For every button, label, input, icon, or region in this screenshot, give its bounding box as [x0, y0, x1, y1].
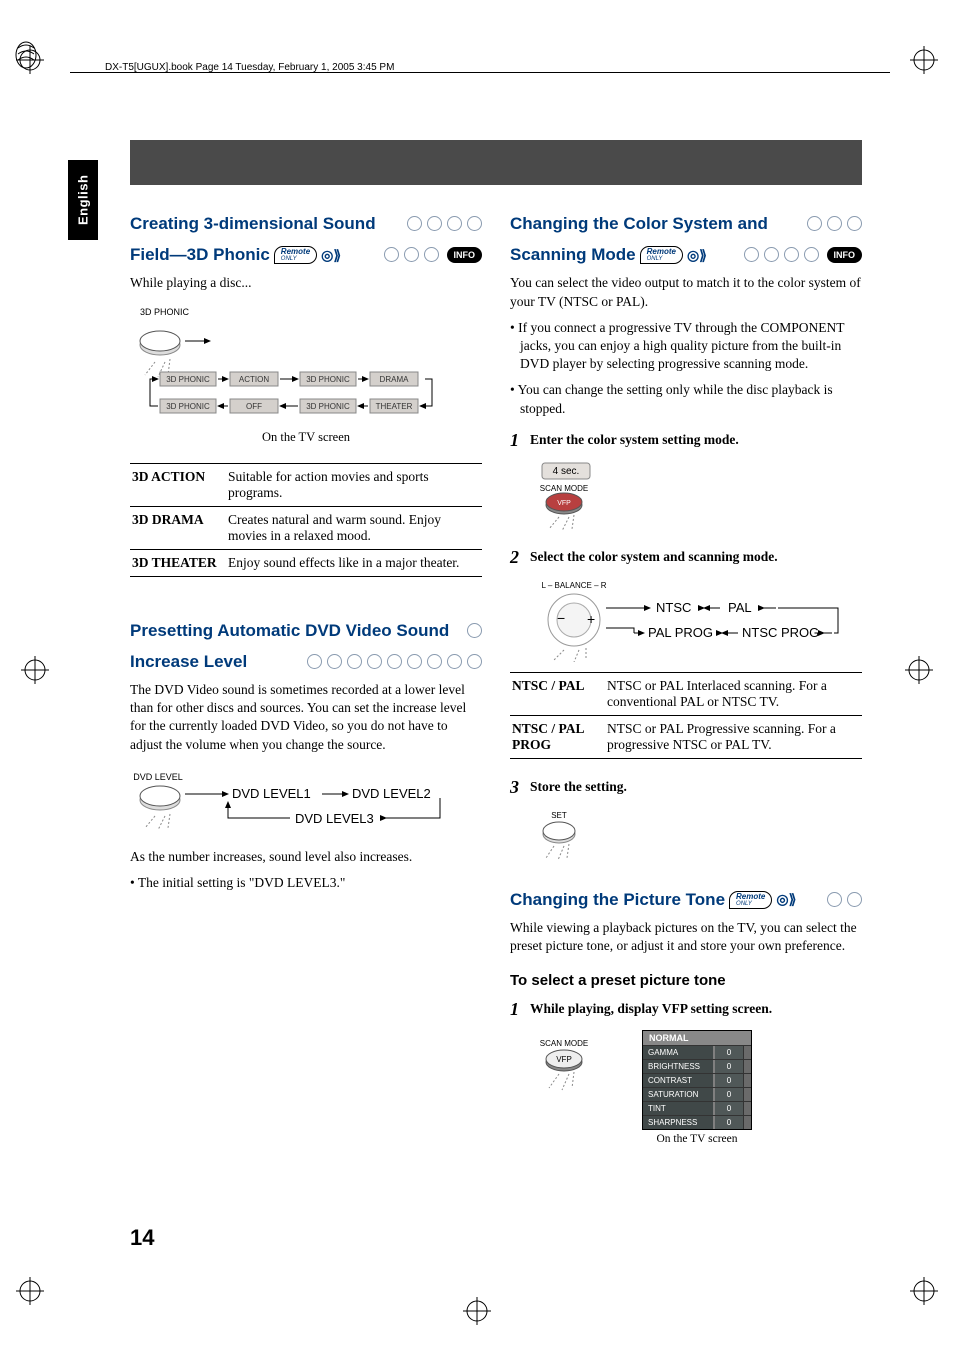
svg-text:VFP: VFP — [557, 500, 571, 507]
svg-text:PAL: PAL — [728, 600, 752, 615]
content-area: Creating 3-dimensional Sound Field—3D Ph… — [130, 210, 862, 1145]
picturetone-subhead: To select a preset picture tone — [510, 972, 862, 989]
crop-mark-br — [898, 1265, 938, 1305]
sec-dvdlevel-title: Presetting Automatic DVD Video Sound Inc… — [130, 617, 482, 675]
step-2: 2 Select the color system and scanning m… — [510, 547, 862, 568]
right-column: Changing the Color System and Scanning M… — [510, 210, 862, 1145]
svg-text:−: − — [557, 610, 565, 626]
svg-text:4 sec.: 4 sec. — [553, 466, 580, 477]
left-column: Creating 3-dimensional Sound Field—3D Ph… — [130, 210, 482, 1145]
disc-icon: ◎⟫ — [776, 888, 796, 910]
vfp-table: NORMAL GAMMA0 BRIGHTNESS0 CONTRAST0 SATU… — [642, 1030, 752, 1130]
svg-text:SCAN MODE: SCAN MODE — [540, 484, 588, 493]
svg-text:DVD LEVEL3: DVD LEVEL3 — [295, 811, 374, 826]
ptone-step-1: 1 While playing, display VFP setting scr… — [510, 999, 862, 1020]
svg-text:NTSC: NTSC — [656, 600, 691, 615]
vfp-settings-panel: NORMAL GAMMA0 BRIGHTNESS0 CONTRAST0 SATU… — [642, 1030, 752, 1145]
header-rule — [70, 72, 890, 73]
dvdlevel-p2b: • The initial setting is "DVD LEVEL3." — [130, 874, 482, 892]
remote-only-badge: RemoteONLY — [640, 246, 683, 264]
tv-caption: On the TV screen — [130, 430, 482, 445]
svg-text:3D PHONIC: 3D PHONIC — [306, 402, 350, 411]
dvdlevel-p1: The DVD Video sound is sometimes recorde… — [130, 681, 482, 754]
dvdlevel-p2a: As the number increases, sound level als… — [130, 848, 482, 866]
3dphonic-diagram: 3D PHONIC 3D PHONIC ACTION 3D PHONIC DRA… — [130, 307, 482, 453]
svg-text:VFP: VFP — [556, 1055, 572, 1064]
top-banner — [130, 140, 862, 185]
title-text: Field—3D Phonic — [130, 241, 270, 268]
info-badge: INFO — [447, 247, 483, 263]
edge-mark-left — [20, 650, 50, 690]
picturetone-p1: While viewing a playback pictures on the… — [510, 919, 862, 955]
svg-text:DVD LEVEL2: DVD LEVEL2 — [352, 786, 431, 801]
step1-diagram: 4 sec. SCAN MODE VFP — [534, 461, 862, 533]
edge-mark-right — [904, 650, 934, 690]
svg-text:SCAN MODE: SCAN MODE — [540, 1039, 588, 1048]
colorsys-p1: You can select the video output to match… — [510, 274, 862, 310]
3dphonic-table: 3D ACTIONSuitable for action movies and … — [130, 463, 482, 577]
svg-text:3D PHONIC: 3D PHONIC — [166, 402, 210, 411]
remote-only-badge: RemoteONLY — [729, 891, 772, 909]
sec-colorsys-title: Changing the Color System and Scanning M… — [510, 210, 862, 268]
svg-text:NTSC PROG: NTSC PROG — [742, 625, 819, 640]
disc-icon: ◎⟫ — [687, 244, 707, 266]
spiral-left — [14, 40, 38, 70]
step-3: 3 Store the setting. — [510, 777, 862, 798]
remote-only-badge: RemoteONLY — [274, 246, 317, 264]
svg-text:3D PHONIC: 3D PHONIC — [166, 375, 210, 384]
crop-mark-tr — [898, 46, 938, 86]
title-text: Creating 3-dimensional Sound — [130, 210, 376, 237]
svg-text:DRAMA: DRAMA — [380, 375, 410, 384]
colorsys-b2: • You can change the setting only while … — [510, 381, 862, 417]
ptone-diagram-row: SCAN MODE VFP NORMAL GAMMA0 BRIGHTNESS0 … — [534, 1030, 862, 1145]
tv-caption: On the TV screen — [642, 1133, 752, 1145]
colorsys-b1: • If you connect a progressive TV throug… — [510, 319, 862, 374]
disc-icon: ◎⟫ — [321, 244, 341, 266]
edge-mark-bottom — [462, 1291, 492, 1331]
colorsys-table: NTSC / PALNTSC or PAL Interlaced scannin… — [510, 672, 862, 759]
svg-text:L – BALANCE – R: L – BALANCE – R — [541, 581, 606, 590]
sec-3dphonic-title: Creating 3-dimensional Sound Field—3D Ph… — [130, 210, 482, 268]
svg-text:ACTION: ACTION — [239, 375, 269, 384]
svg-text:SET: SET — [551, 811, 567, 820]
svg-text:THEATER: THEATER — [376, 402, 413, 411]
sec-picturetone-title: Changing the Picture Tone RemoteONLY ◎⟫ — [510, 886, 862, 913]
svg-text:OFF: OFF — [246, 402, 262, 411]
svg-text:PAL PROG: PAL PROG — [648, 625, 713, 640]
info-badge: INFO — [827, 247, 863, 263]
page-number: 14 — [130, 1225, 154, 1251]
crop-mark-bl — [16, 1265, 56, 1305]
step2-diagram: L – BALANCE – R − + NTSC PAL PAL PROG — [524, 578, 862, 662]
intro-text: While playing a disc... — [130, 274, 482, 292]
svg-text:DVD LEVEL: DVD LEVEL — [133, 772, 183, 782]
dvdlevel-diagram: DVD LEVEL DVD LEVEL1 DVD LEVEL2 DVD LEVE… — [130, 768, 482, 838]
step3-diagram: SET — [534, 808, 862, 864]
svg-text:3D PHONIC: 3D PHONIC — [306, 375, 350, 384]
language-tab: English — [68, 160, 98, 240]
svg-text:DVD LEVEL1: DVD LEVEL1 — [232, 786, 311, 801]
step-1: 1 Enter the color system setting mode. — [510, 430, 862, 451]
svg-text:+: + — [587, 611, 595, 627]
vfp-button-diagram: SCAN MODE VFP — [534, 1036, 614, 1100]
